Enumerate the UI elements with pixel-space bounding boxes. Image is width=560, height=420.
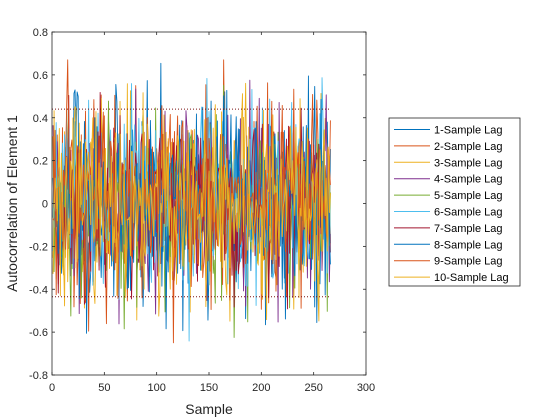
legend-label-lag-7: 7-Sample Lag <box>434 223 503 235</box>
y-tick-label: -0.6 <box>29 327 48 339</box>
y-tick-label: 0.6 <box>33 70 48 82</box>
legend-label-lag-2: 2-Sample Lag <box>434 141 503 153</box>
x-tick-label: 250 <box>304 382 322 394</box>
x-tick-label: 150 <box>200 382 218 394</box>
y-tick-label: 0 <box>42 199 48 211</box>
x-axis-label: Sample <box>185 401 233 417</box>
y-tick-label: -0.2 <box>29 241 48 253</box>
x-axis: 0 50 100 150 200 250 300 <box>49 32 375 394</box>
legend-label-lag-6: 6-Sample Lag <box>434 207 503 219</box>
legend-label-lag-1: 1-Sample Lag <box>434 125 503 137</box>
legend: 1-Sample Lag 2-Sample Lag 3-Sample Lag 4-Sa… <box>388 117 521 287</box>
legend-items: 1-Sample Lag 2-Sample Lag 3-Sample Lag 4-Sa… <box>394 125 509 284</box>
legend-label-lag-9: 9-Sample Lag <box>434 256 503 268</box>
x-tick-label: 0 <box>49 382 55 394</box>
y-tick-label: -0.8 <box>29 370 48 382</box>
series-line-lag-8 <box>52 89 331 330</box>
series-layer <box>52 59 331 344</box>
legend-label-lag-4: 4-Sample Lag <box>434 174 503 186</box>
y-tick-label: -0.4 <box>29 284 48 296</box>
x-tick-label: 200 <box>252 382 270 394</box>
x-tick-label: 50 <box>98 382 110 394</box>
y-tick-label: 0.2 <box>33 156 48 168</box>
legend-label-lag-3: 3-Sample Lag <box>434 157 503 169</box>
x-tick-label: 100 <box>147 382 165 394</box>
legend-label-lag-10: 10-Sample Lag <box>434 272 509 284</box>
series-line-lag-10 <box>52 82 331 321</box>
y-tick-label: 0.4 <box>33 113 48 125</box>
y-axis: -0.8 -0.6 -0.4 -0.2 0 0.2 0.4 0.6 0.8 <box>29 27 366 382</box>
legend-label-lag-8: 8-Sample Lag <box>434 239 503 251</box>
x-tick-label: 300 <box>357 382 375 394</box>
y-axis-label: Autocorrelation of Element 1 <box>4 115 20 292</box>
legend-label-lag-5: 5-Sample Lag <box>434 190 503 202</box>
y-tick-label: 0.8 <box>33 27 48 39</box>
